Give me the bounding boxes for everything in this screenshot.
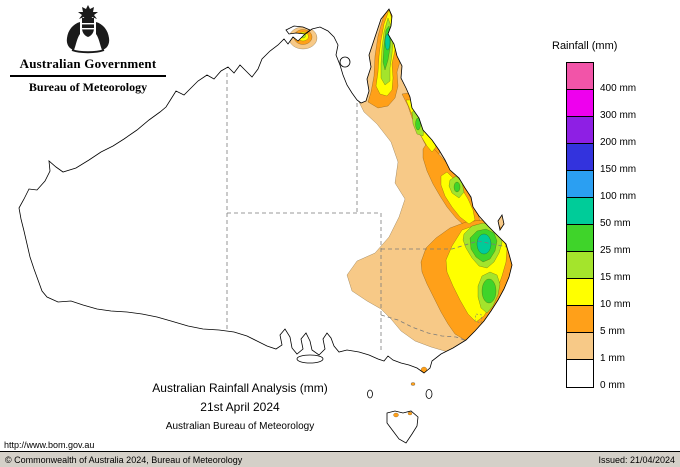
legend-swatch-25 bbox=[567, 225, 593, 252]
legend-label-5: 5 mm bbox=[600, 326, 625, 337]
tasmania-coastline bbox=[386, 410, 419, 444]
rainfall-contours bbox=[288, 9, 512, 418]
legend-swatch-100 bbox=[567, 171, 593, 198]
issued-text: Issued: 21/04/2024 bbox=[598, 454, 675, 465]
caption-date: 21st April 2024 bbox=[200, 400, 280, 414]
legend-label-50: 50 mm bbox=[600, 218, 631, 229]
footer-bar: © Commonwealth of Australia 2024, Bureau… bbox=[0, 451, 680, 467]
legend-swatch-200 bbox=[567, 117, 593, 144]
legend-swatch-10 bbox=[567, 279, 593, 306]
legend-swatch-400 bbox=[567, 63, 593, 90]
kangaroo-island bbox=[296, 354, 324, 364]
coastal-islet-dot bbox=[410, 382, 416, 386]
rainfall-legend: Rainfall (mm) 400 mm 300 mm 200 mm 150 mm 10… bbox=[552, 40, 678, 391]
legend-label-150: 150 mm bbox=[600, 164, 637, 175]
bom-url: http://www.bom.gov.au bbox=[4, 440, 95, 450]
government-title: Australian Government bbox=[19, 56, 157, 71]
legend-label-10: 10 mm bbox=[600, 299, 631, 310]
legend-label-100: 100 mm bbox=[600, 191, 637, 202]
state-borders bbox=[226, 73, 508, 352]
legend-swatch-0 bbox=[567, 360, 593, 387]
legend-swatch-1 bbox=[567, 333, 593, 360]
copyright-text: © Commonwealth of Australia 2024, Bureau… bbox=[5, 454, 243, 465]
legend-label-0: 0 mm bbox=[600, 380, 625, 391]
legend-labels: 400 mm 300 mm 200 mm 150 mm 100 mm 50 mm 25 mm… bbox=[600, 62, 675, 394]
legend-bar bbox=[566, 62, 594, 388]
legend-swatch-15 bbox=[567, 252, 593, 279]
agency-header: Australian Government Bureau of Meteorol… bbox=[8, 4, 168, 95]
coastline bbox=[18, 8, 513, 444]
legend-swatch-300 bbox=[567, 90, 593, 117]
legend-label-400: 400 mm bbox=[600, 83, 637, 94]
header-divider bbox=[10, 75, 166, 77]
rainfall-contours-50mm bbox=[476, 233, 492, 255]
bureau-title: Bureau of Meteorology bbox=[28, 80, 148, 94]
groote-eylandt bbox=[339, 56, 351, 68]
legend-swatch-150 bbox=[567, 144, 593, 171]
flinders-island bbox=[425, 389, 433, 399]
legend-label-300: 300 mm bbox=[600, 110, 637, 121]
caption-organisation: Australian Bureau of Meteorology bbox=[165, 421, 315, 432]
king-island bbox=[367, 389, 373, 399]
legend-swatch-5 bbox=[567, 306, 593, 333]
caption-title: Australian Rainfall Analysis (mm) bbox=[152, 381, 328, 395]
map-caption: Australian Rainfall Analysis (mm) 21st A… bbox=[95, 381, 385, 432]
legend-label-1: 1 mm bbox=[600, 353, 625, 364]
legend-label-200: 200 mm bbox=[600, 137, 637, 148]
coat-of-arms-icon bbox=[66, 5, 110, 54]
legend-title: Rainfall (mm) bbox=[552, 40, 618, 52]
legend-label-25: 25 mm bbox=[600, 245, 631, 256]
legend-label-15: 15 mm bbox=[600, 272, 631, 283]
legend-swatch-50 bbox=[567, 198, 593, 225]
tiwi-islands bbox=[285, 25, 311, 35]
fraser-island bbox=[497, 213, 505, 232]
